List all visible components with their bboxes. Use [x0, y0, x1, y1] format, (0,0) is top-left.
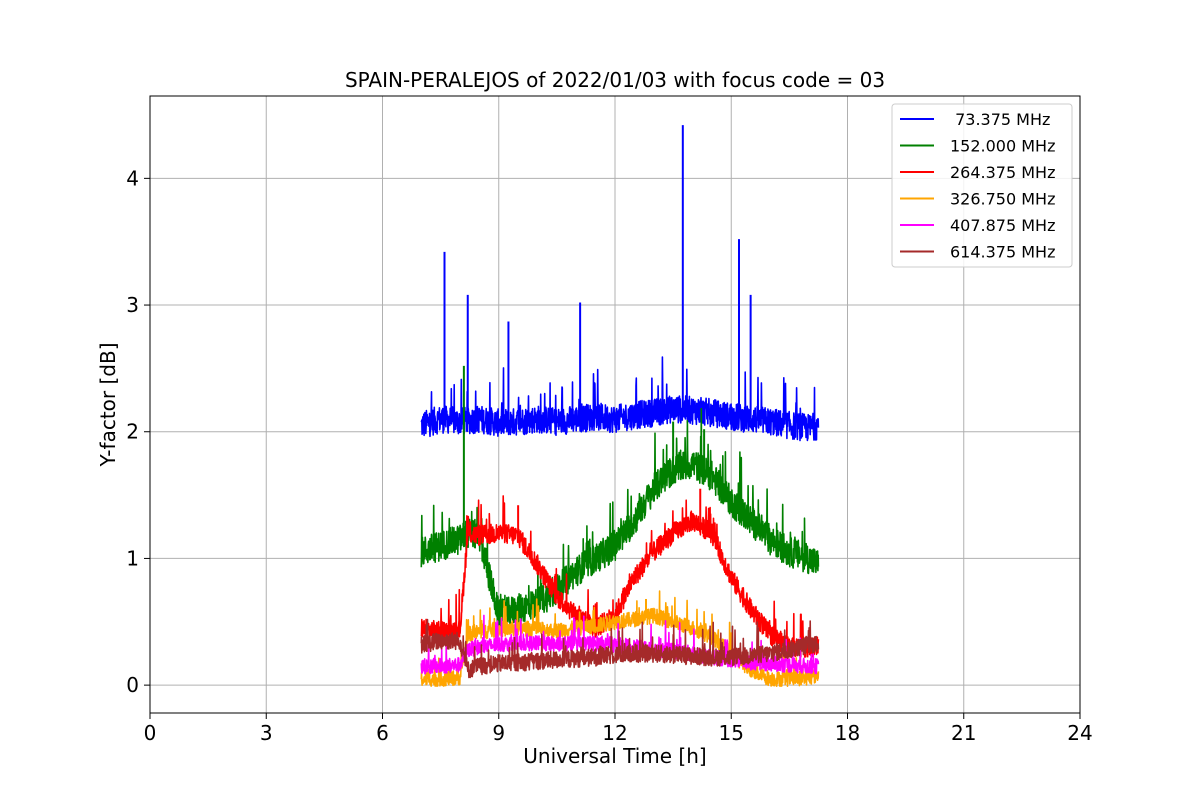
x-tick-label: 0 [144, 721, 157, 745]
legend-label: 407.875 MHz [950, 216, 1055, 235]
series-line [420, 356, 820, 442]
legend-label: 614.375 MHz [950, 243, 1055, 262]
y-tick-label: 1 [126, 546, 139, 570]
x-tick-label: 18 [835, 721, 860, 745]
x-tick-label: 12 [602, 721, 627, 745]
x-tick-label: 3 [260, 721, 273, 745]
x-tick-label: 6 [376, 721, 389, 745]
x-tick-label: 15 [719, 721, 744, 745]
x-tick-label: 9 [492, 721, 505, 745]
x-tick-label: 21 [951, 721, 976, 745]
y-axis-label: Y-factor [dB] [96, 342, 120, 467]
y-tick-label: 2 [126, 420, 139, 444]
legend-box [891, 103, 1073, 268]
series-line [420, 495, 820, 658]
x-tick-label: 24 [1067, 721, 1092, 745]
x-axis-label: Universal Time [h] [523, 744, 706, 768]
y-tick-label: 4 [126, 166, 139, 190]
series-line [420, 407, 820, 630]
legend-label: 73.375 MHz [950, 110, 1050, 129]
series-line [420, 618, 820, 679]
legend-label: 326.750 MHz [950, 190, 1055, 209]
y-tick-label: 0 [126, 673, 139, 697]
legend-label: 264.375 MHz [950, 163, 1055, 182]
chart-title: SPAIN-PERALEJOS of 2022/01/03 with focus… [345, 68, 885, 92]
data-series-layer [420, 125, 820, 687]
legend-label: 152.000 MHz [950, 137, 1055, 156]
y-tick-label: 3 [126, 293, 139, 317]
legend: 73.375 MHz 152.000 MHz 264.375 MHz 326.750 … [891, 103, 1073, 268]
